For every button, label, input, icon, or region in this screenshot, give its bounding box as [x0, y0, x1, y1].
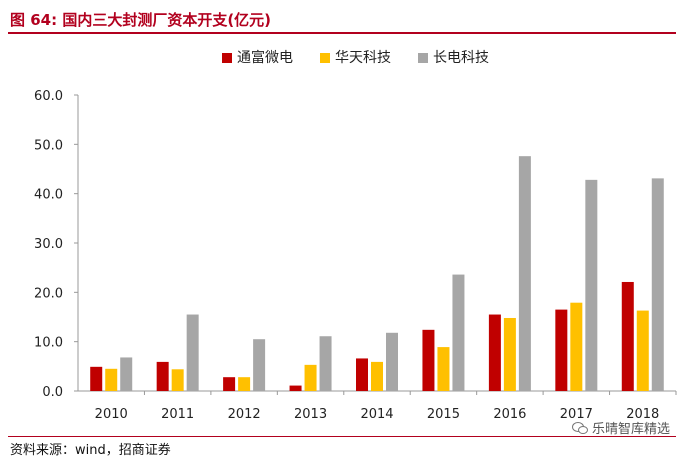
- y-tick-label: 50.0: [34, 138, 63, 153]
- x-tick-label: 2017: [560, 407, 593, 422]
- x-tick-label: 2016: [493, 407, 526, 422]
- figure-title: 图 64: 国内三大封测厂资本开支(亿元): [10, 11, 272, 29]
- y-tick-label: 60.0: [34, 89, 63, 104]
- bar: [585, 179, 598, 391]
- legend-swatch: [418, 53, 428, 63]
- legend-label: 长电科技: [433, 50, 489, 66]
- y-tick-label: 0.0: [42, 385, 63, 400]
- bar: [371, 361, 383, 391]
- bar: [304, 364, 317, 391]
- legend-label: 通富微电: [237, 49, 293, 66]
- legend-swatch: [320, 53, 330, 63]
- title-bar: 图 64: 国内三大封测厂资本开支(亿元): [8, 8, 676, 34]
- bar: [651, 178, 664, 391]
- legend-label: 华天科技: [335, 50, 391, 66]
- bar: [90, 366, 103, 391]
- bar: [621, 281, 634, 391]
- bar: [437, 347, 450, 391]
- bar: [319, 336, 332, 391]
- bar: [186, 314, 199, 391]
- bar: [238, 377, 251, 391]
- bar: [570, 302, 583, 391]
- x-tick-label: 2014: [360, 407, 393, 422]
- footer-rule: [8, 436, 676, 437]
- bar: [636, 310, 649, 391]
- bar: [488, 314, 501, 391]
- bar: [503, 317, 516, 391]
- y-tick-label: 30.0: [34, 237, 63, 252]
- wechat-icon: [571, 421, 588, 434]
- bar: [422, 329, 435, 391]
- bar: [223, 377, 236, 391]
- bar-chart: 通富微电 华天科技 长电科技 0.0 10.0 20.0 30.0 40.0 50.0 60.0 2…: [34, 49, 677, 422]
- x-tick-label: 2010: [95, 407, 128, 422]
- source-note: 资料来源：wind，招商证券: [10, 443, 171, 458]
- y-tick-label: 10.0: [34, 336, 63, 351]
- x-tick-label: 2013: [294, 407, 327, 422]
- y-tick-label: 20.0: [34, 286, 63, 301]
- x-tick-label: 2011: [161, 407, 194, 422]
- x-tick-label: 2012: [228, 407, 261, 422]
- watermark-text: 乐晴智库精选: [591, 422, 670, 437]
- x-tick-label: 2018: [626, 407, 659, 422]
- bar: [386, 332, 398, 391]
- watermark: 乐晴智库精选: [571, 418, 670, 437]
- bar: [289, 385, 302, 391]
- legend-swatch: [222, 53, 232, 63]
- bar: [555, 309, 568, 391]
- y-tick-label: 40.0: [34, 188, 63, 203]
- bar: [105, 368, 118, 391]
- bar: [518, 156, 531, 391]
- x-tick-label: 2015: [427, 407, 460, 422]
- bar: [253, 339, 266, 391]
- bar: [156, 361, 169, 391]
- bar: [452, 274, 465, 391]
- bar: [356, 358, 368, 391]
- bar: [120, 357, 133, 391]
- bar: [171, 369, 184, 391]
